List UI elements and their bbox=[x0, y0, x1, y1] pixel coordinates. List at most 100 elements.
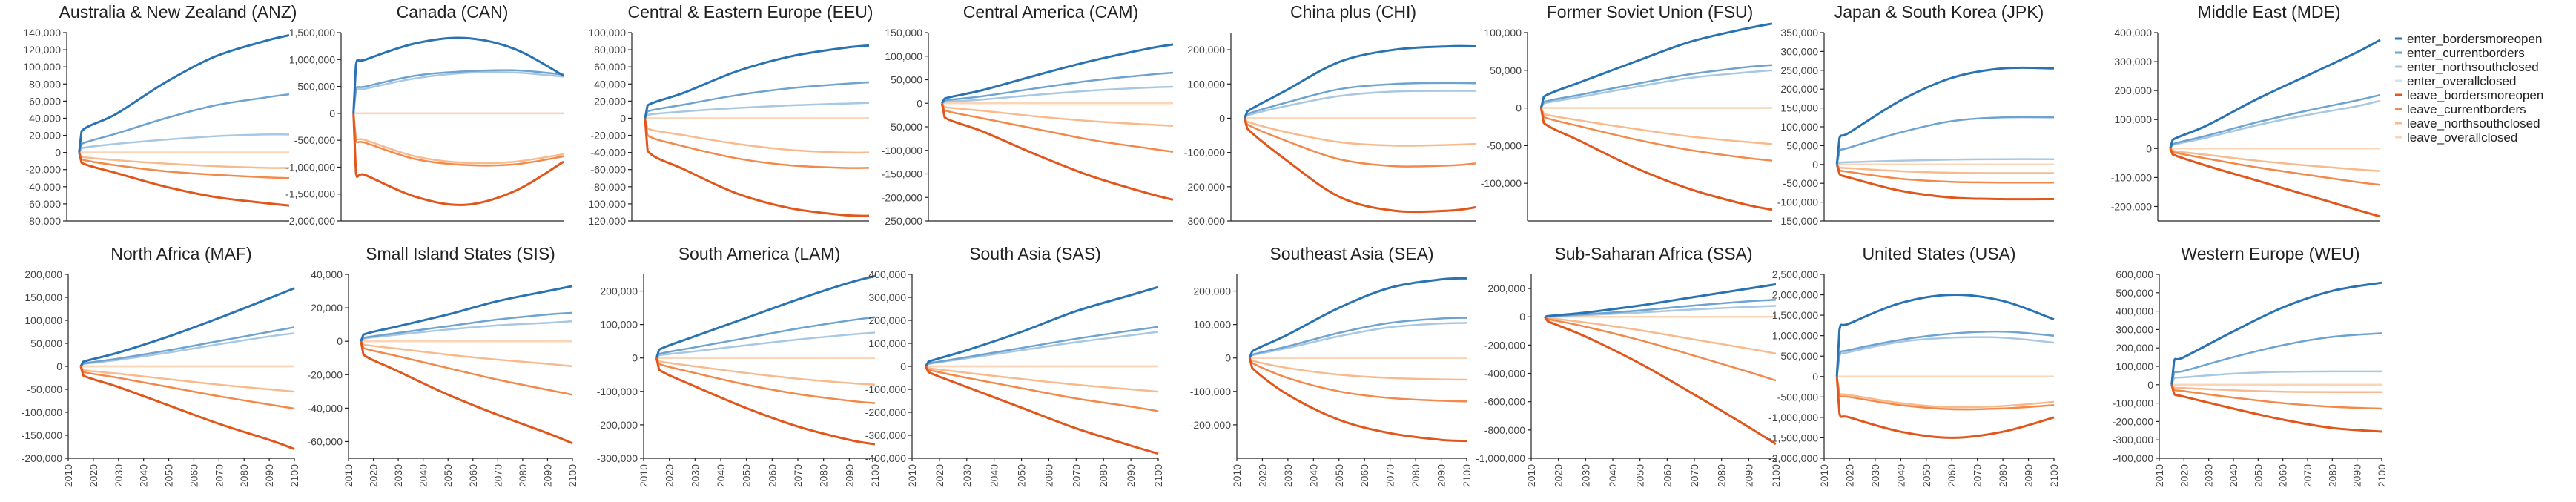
x-tick-label: 2070 bbox=[2302, 464, 2314, 487]
series-line-leave-northsouthclosed bbox=[360, 340, 573, 368]
y-tick-label: 0 bbox=[1812, 371, 1818, 383]
panel: China plus (CHI) 200,000 100,000 0 -100,000 -… bbox=[1184, 2, 1476, 227]
y-tick-label: -80,000 bbox=[591, 181, 627, 193]
series-line-leave-currentborders bbox=[1249, 357, 1467, 403]
series-line-enter-bordersmoreopen bbox=[941, 43, 1174, 105]
x-tick-label: 2070 bbox=[792, 464, 804, 487]
series-line-enter-currentborders bbox=[2169, 93, 2381, 149]
legend-label: leave_overallclosed bbox=[2407, 131, 2517, 145]
x-tick-label: 2030 bbox=[2203, 464, 2215, 487]
y-tick-label: 500,000 bbox=[1780, 350, 1818, 362]
legend: enter_bordersmoreopenenter_currentborder… bbox=[2395, 32, 2543, 145]
y-tick-label: -80,000 bbox=[26, 215, 62, 227]
x-tick-label: 2090 bbox=[2351, 464, 2363, 487]
series-line-enter-northsouthclosed bbox=[2170, 370, 2382, 386]
series-line-leave-bordersmoreopen bbox=[644, 118, 870, 217]
panel: Australia & New Zealand (ANZ) 140,000 120,… bbox=[23, 2, 297, 227]
y-tick-label: 200,000 bbox=[1780, 83, 1818, 95]
panel-title: China plus (CHI) bbox=[1290, 2, 1416, 22]
y-tick-label: -20,000 bbox=[308, 369, 343, 380]
series-line-leave-currentborders bbox=[1540, 108, 1773, 162]
y-tick-label: 100,000 bbox=[2114, 113, 2152, 125]
y-tick-label: -200,000 bbox=[597, 419, 638, 431]
x-tick-label: 2020 bbox=[368, 464, 380, 487]
series-line-leave-bordersmoreopen bbox=[1835, 164, 2055, 201]
y-tick-label: -60,000 bbox=[26, 198, 62, 210]
x-tick-label: 2030 bbox=[1869, 464, 1881, 487]
y-tick-label: 0 bbox=[1225, 352, 1231, 364]
y-tick-label: 300,000 bbox=[2114, 56, 2152, 67]
series-line-leave-bordersmoreopen bbox=[1539, 108, 1773, 211]
series-line-leave-currentborders bbox=[352, 113, 564, 167]
x-tick-label: 2020 bbox=[1256, 464, 1268, 487]
legend-label: leave_currentborders bbox=[2407, 102, 2526, 116]
x-tick-label: 2080 bbox=[1716, 464, 1728, 487]
panel-title: Central America (CAM) bbox=[963, 2, 1138, 22]
x-tick-label: 2020 bbox=[2178, 464, 2190, 487]
y-tick-label: 400,000 bbox=[2114, 27, 2152, 39]
series-line-leave-northsouthclosed bbox=[2170, 383, 2382, 393]
y-tick-label: 40,000 bbox=[29, 112, 61, 124]
x-tick-label: 2100 bbox=[2376, 464, 2388, 487]
y-tick-label: -100,000 bbox=[2113, 397, 2153, 409]
series-line-leave-bordersmoreopen bbox=[79, 366, 295, 451]
y-tick-label: 0 bbox=[337, 335, 343, 347]
y-tick-label: 100,000 bbox=[885, 50, 922, 62]
panel: North Africa (MAF) 200,000 150,000 100,000 5… bbox=[22, 244, 300, 487]
y-tick-label: -40,000 bbox=[591, 147, 627, 159]
y-tick-label: 100,000 bbox=[600, 319, 638, 331]
y-tick-label: 50,000 bbox=[1490, 65, 1522, 76]
x-tick-label: 2060 bbox=[1946, 464, 1958, 487]
y-tick-label: 100,000 bbox=[588, 27, 626, 39]
y-tick-label: -100,000 bbox=[597, 386, 638, 397]
y-tick-label: -20,000 bbox=[591, 130, 627, 142]
y-tick-label: 40,000 bbox=[311, 268, 343, 280]
x-tick-label: 2080 bbox=[238, 464, 250, 487]
series-line-enter-northsouthclosed bbox=[1836, 158, 2055, 165]
series-line-enter-northsouthclosed bbox=[2169, 99, 2381, 150]
x-tick-label: 2050 bbox=[1333, 464, 1345, 487]
y-tick-label: -100,000 bbox=[1190, 386, 1231, 397]
y-tick-label: 50,000 bbox=[1786, 139, 1818, 151]
panel-title: Australia & New Zealand (ANZ) bbox=[59, 2, 297, 22]
series-line-leave-currentborders bbox=[1244, 117, 1476, 168]
legend-label: enter_overallclosed bbox=[2407, 74, 2516, 88]
y-tick-label: 80,000 bbox=[594, 44, 626, 56]
y-tick-label: 100,000 bbox=[1780, 121, 1818, 133]
legend-label: enter_bordersmoreopen bbox=[2407, 32, 2542, 46]
series-line-enter-northsouthclosed bbox=[360, 320, 573, 343]
series-line-enter-bordersmoreopen bbox=[79, 287, 295, 367]
y-tick-label: -200,000 bbox=[882, 191, 922, 203]
x-tick-label: 2090 bbox=[1743, 464, 1754, 487]
series-line-enter-northsouthclosed bbox=[655, 331, 876, 359]
y-tick-label: 20,000 bbox=[29, 130, 61, 142]
x-tick-label: 2060 bbox=[766, 464, 778, 487]
y-tick-label: 1,500,000 bbox=[289, 27, 335, 39]
y-tick-label: -600,000 bbox=[1484, 396, 1525, 408]
y-tick-label: -100,000 bbox=[865, 383, 906, 395]
y-tick-label: -400,000 bbox=[2113, 452, 2153, 464]
y-tick-label: 200,000 bbox=[2114, 85, 2152, 96]
series-line-leave-northsouthclosed bbox=[1836, 163, 2055, 174]
y-tick-label: 200,000 bbox=[1487, 283, 1525, 294]
x-tick-label: 2080 bbox=[517, 464, 529, 487]
y-tick-label: 100,000 bbox=[1193, 319, 1231, 331]
x-tick-label: 2040 bbox=[2227, 464, 2239, 487]
panel-title: Central & Eastern Europe (EEU) bbox=[627, 2, 873, 22]
series-line-enter-currentborders bbox=[352, 69, 564, 114]
x-tick-label: 2070 bbox=[1688, 464, 1700, 487]
series-line-leave-bordersmoreopen bbox=[1835, 376, 2055, 439]
series-line-enter-northsouthclosed bbox=[1244, 90, 1476, 119]
x-tick-label: 2050 bbox=[442, 464, 454, 487]
x-tick-label: 2050 bbox=[163, 464, 175, 487]
panel-title: South Asia (SAS) bbox=[969, 244, 1101, 263]
series-line-enter-currentborders bbox=[655, 316, 876, 359]
y-tick-label: -50,000 bbox=[1783, 177, 1819, 189]
x-tick-label: 2080 bbox=[1097, 464, 1109, 487]
panel: Former Soviet Union (FSU) 100,000 50,000 0 -… bbox=[1481, 2, 1773, 222]
series-line-enter-northsouthclosed bbox=[352, 70, 564, 114]
x-tick-label: 2010 bbox=[1231, 464, 1243, 487]
x-tick-label: 2010 bbox=[343, 464, 354, 487]
legend-label: leave_northsouthclosed bbox=[2407, 116, 2540, 131]
